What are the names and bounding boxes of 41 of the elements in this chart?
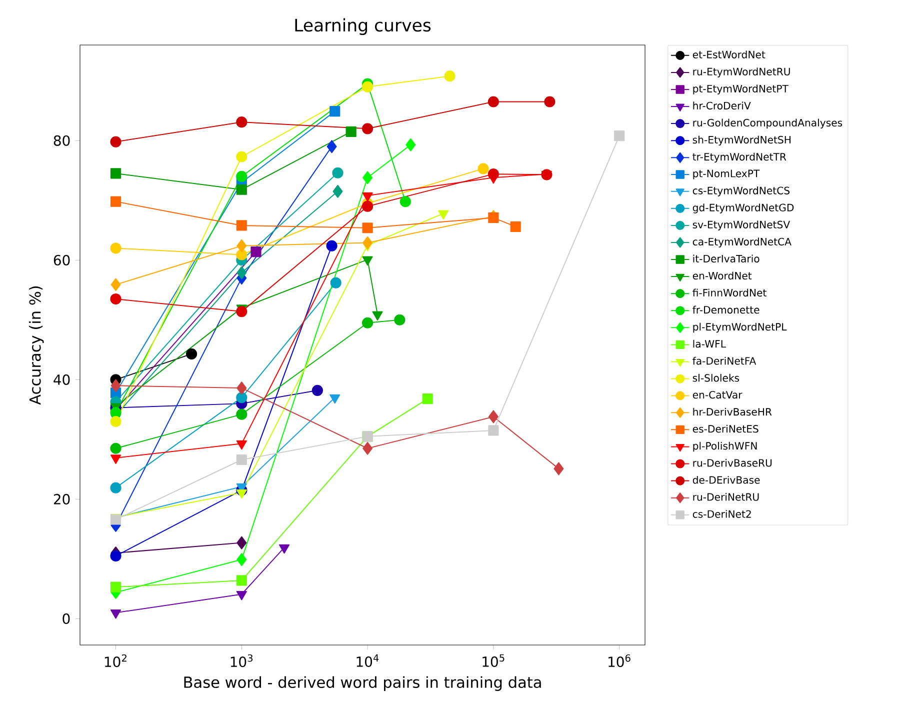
legend-label: it-DerIvaTario <box>693 254 760 262</box>
x-tick-label: 10$^{4}$ <box>356 654 379 667</box>
x-axis-title: Base word - derived word pairs in training data <box>184 676 541 691</box>
legend-label: pt-NomLexPT <box>693 170 760 180</box>
legend-label: gd-EtymWordNetGD <box>692 204 794 214</box>
legend-label: hr-DerivBaseHR <box>693 408 772 416</box>
x-tick-label: 10$^{6}$ <box>608 654 630 668</box>
legend-label: sh-EtymWordNetSH <box>692 136 790 146</box>
legend-label: et-EstWordNet <box>692 50 766 58</box>
legend-label: tr-EtymWordNetTR <box>692 152 786 163</box>
legend-label: ru-EtymWordNetRU <box>693 68 790 78</box>
legend-label: cs-DeriNet2 <box>692 510 751 518</box>
legend-label: ca-EtymWordNetCA <box>692 238 792 248</box>
legend-label: ru-GoldenCompoundAnalyses <box>693 118 842 128</box>
legend-label: ru-DerivBaseRU <box>693 458 772 467</box>
legend-label: fi-FinnWordNet <box>692 288 766 297</box>
legend-label: fr-Demonette <box>692 306 760 314</box>
legend-label: hr-CroDeriV <box>693 102 751 110</box>
legend-label: fa-DeriNetFA <box>692 356 756 365</box>
y-tick-label: 80 <box>54 135 70 146</box>
legend-label: en-CatVar <box>692 390 742 399</box>
legend-label: en-WordNet <box>692 272 752 280</box>
y-tick-label: 40 <box>54 374 70 385</box>
y-tick-label: 20 <box>54 494 70 504</box>
legend-label: sv-EtymWordNetSV <box>692 220 790 230</box>
legend-label: pl-PolishWFN <box>693 442 757 452</box>
legend-label: es-DeriNetES <box>692 424 758 433</box>
legend-label: ru-DeriNetRU <box>693 493 759 501</box>
legend-label: sl-Sloleks <box>692 374 740 382</box>
chart-title: Learning curves <box>295 18 431 35</box>
legend-label: pt-EtymWordNetPT <box>693 84 788 94</box>
y-tick-label: 60 <box>54 254 70 266</box>
x-tick-label: 10$^{5}$ <box>482 654 504 667</box>
legend-label: de-DErivBase <box>692 476 760 484</box>
legend-label: cs-EtymWordNetCS <box>692 186 790 196</box>
y-axis-title: Accuracy (in %) <box>28 286 44 405</box>
y-tick-label: 0 <box>62 613 70 624</box>
x-tick-label: 10$^{3}$ <box>230 654 253 668</box>
legend-label: pl-EtymWordNetPL <box>693 322 787 333</box>
legend-label: la-WFL <box>693 340 726 348</box>
x-tick-label: 10$^{2}$ <box>104 654 126 668</box>
